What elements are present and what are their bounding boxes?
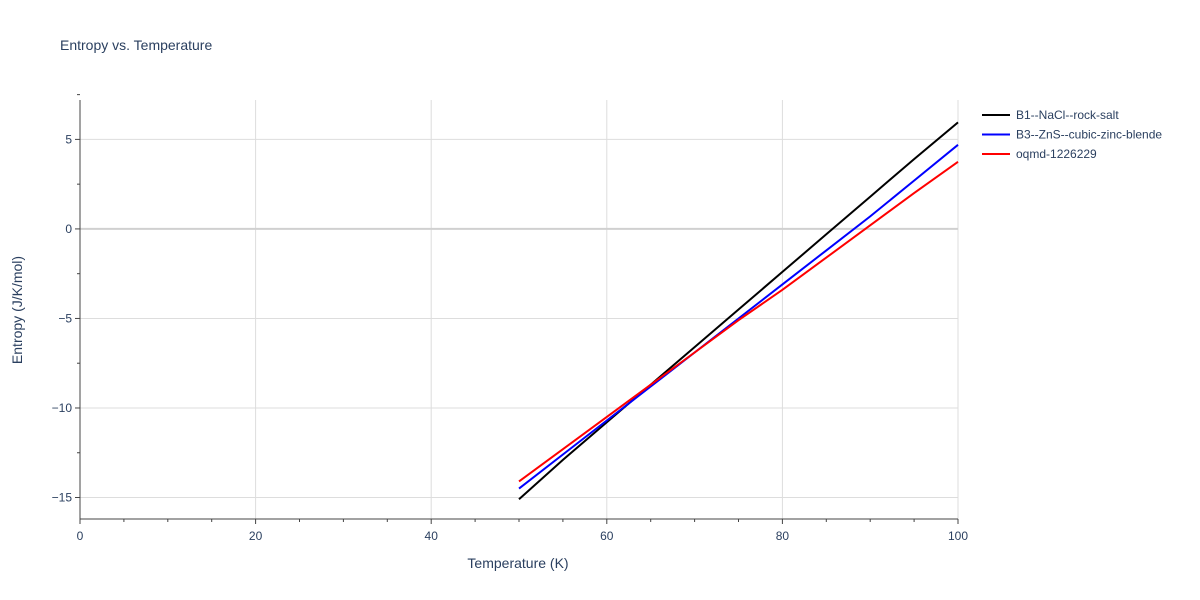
y-tick-label: −15	[52, 491, 73, 505]
legend[interactable]: B1--NaCl--rock-salt B3--ZnS--cubic-zinc-b…	[982, 108, 1162, 161]
x-tick-label: 60	[600, 529, 614, 543]
series-line-3	[518, 160, 959, 483]
y-tick-label: −10	[52, 401, 73, 415]
series-line-1	[518, 121, 959, 501]
y-tick-label: 5	[65, 132, 72, 146]
x-tick-label: 80	[776, 529, 790, 543]
x-tick-label: 100	[948, 529, 968, 543]
x-tick-label: 0	[77, 529, 84, 543]
x-tick-label: 40	[425, 529, 439, 543]
legend-label-3[interactable]: oqmd-1226229	[1016, 147, 1097, 161]
axes: 0 20 40 60 80 100 5 0 −5 −10 −15	[52, 94, 968, 543]
y-axis-title: Entropy (J/K/mol)	[9, 256, 25, 364]
y-tick-label: 0	[65, 222, 72, 236]
series-line-2	[518, 144, 959, 490]
y-tick-label: −5	[58, 311, 72, 325]
legend-label-2[interactable]: B3--ZnS--cubic-zinc-blende	[1016, 128, 1162, 142]
legend-label-1[interactable]: B1--NaCl--rock-salt	[1016, 108, 1119, 122]
x-tick-label: 20	[249, 529, 263, 543]
chart-title: Entropy vs. Temperature	[60, 37, 212, 53]
gridlines	[80, 100, 959, 519]
series-group	[518, 121, 959, 501]
x-axis-title: Temperature (K)	[467, 555, 568, 571]
